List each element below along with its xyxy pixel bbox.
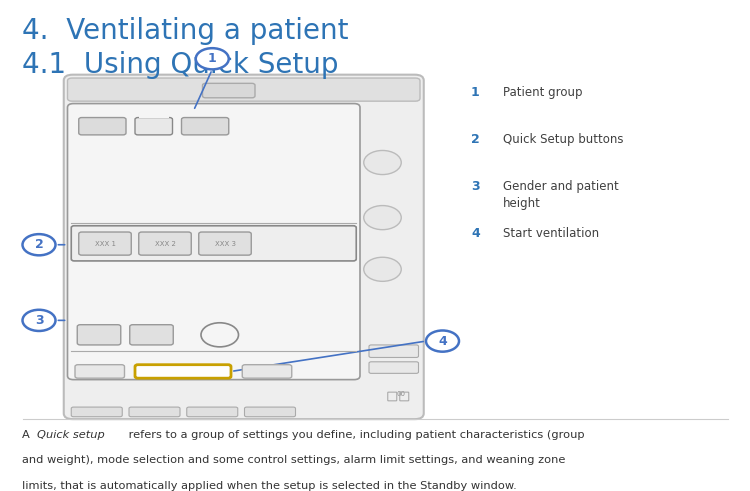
Text: refers to a group of settings you define, including patient characteristics (gro: refers to a group of settings you define…: [124, 430, 584, 440]
FancyBboxPatch shape: [64, 75, 424, 419]
Text: 2: 2: [34, 238, 44, 251]
Circle shape: [426, 330, 459, 352]
Text: Quick Setup buttons: Quick Setup buttons: [503, 133, 623, 146]
Circle shape: [22, 234, 56, 255]
FancyBboxPatch shape: [139, 232, 191, 255]
FancyBboxPatch shape: [75, 365, 124, 378]
FancyBboxPatch shape: [135, 117, 172, 135]
Bar: [139, 112, 169, 118]
FancyBboxPatch shape: [79, 232, 131, 255]
Circle shape: [364, 206, 401, 230]
FancyBboxPatch shape: [129, 407, 180, 417]
FancyBboxPatch shape: [79, 117, 126, 135]
FancyBboxPatch shape: [135, 365, 231, 378]
Circle shape: [22, 310, 56, 331]
FancyBboxPatch shape: [130, 325, 173, 345]
FancyBboxPatch shape: [71, 407, 122, 417]
Circle shape: [196, 48, 229, 69]
Text: and weight), mode selection and some control settings, alarm limit settings, and: and weight), mode selection and some con…: [22, 455, 566, 465]
FancyBboxPatch shape: [202, 83, 255, 98]
Text: Quick setup: Quick setup: [38, 430, 105, 440]
FancyBboxPatch shape: [244, 407, 296, 417]
FancyBboxPatch shape: [71, 226, 356, 261]
Text: 3: 3: [471, 180, 480, 193]
FancyBboxPatch shape: [187, 407, 238, 417]
FancyBboxPatch shape: [242, 365, 292, 378]
FancyBboxPatch shape: [77, 325, 121, 345]
Text: 3: 3: [34, 314, 44, 327]
Text: Patient group: Patient group: [503, 86, 582, 99]
Text: XXX 1: XXX 1: [94, 241, 116, 246]
Text: 4: 4: [438, 334, 447, 348]
Text: Start ventilation: Start ventilation: [503, 227, 598, 241]
FancyBboxPatch shape: [369, 345, 419, 357]
FancyBboxPatch shape: [68, 104, 360, 380]
Text: Gender and patient
height: Gender and patient height: [503, 180, 618, 210]
Text: XXX 2: XXX 2: [154, 241, 176, 246]
Text: XXX 3: XXX 3: [214, 241, 236, 246]
Text: 2: 2: [471, 133, 480, 146]
Text: 00: 00: [397, 391, 406, 397]
Text: 4.1  Using Quick Setup: 4.1 Using Quick Setup: [22, 51, 339, 79]
Text: 1: 1: [208, 52, 217, 65]
Text: 4.  Ventilating a patient: 4. Ventilating a patient: [22, 17, 349, 45]
Circle shape: [364, 257, 401, 281]
Text: 4: 4: [471, 227, 480, 241]
FancyBboxPatch shape: [199, 232, 251, 255]
Text: 1: 1: [471, 86, 480, 99]
FancyBboxPatch shape: [369, 362, 419, 373]
FancyBboxPatch shape: [182, 117, 229, 135]
Text: limits, that is automatically applied when the setup is selected in the Standby : limits, that is automatically applied wh…: [22, 481, 518, 491]
Text: A: A: [22, 430, 34, 440]
FancyBboxPatch shape: [68, 78, 420, 101]
Circle shape: [364, 150, 401, 175]
